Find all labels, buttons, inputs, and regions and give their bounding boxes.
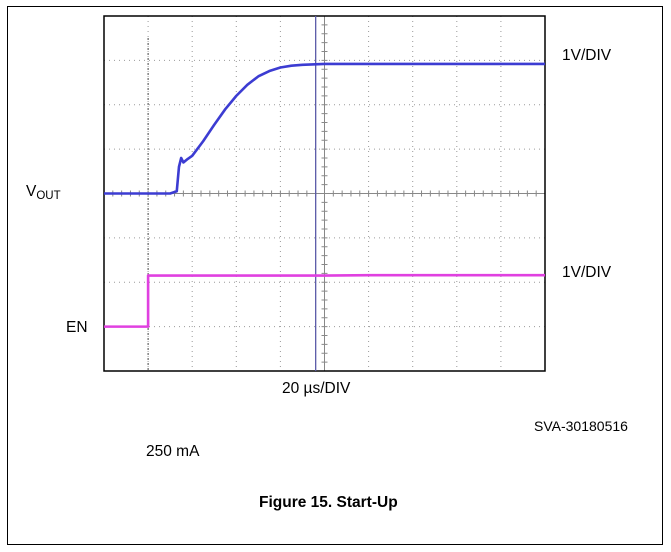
en-channel-label: EN (66, 319, 88, 336)
vout-trace (104, 62, 545, 195)
en-trace (104, 273, 545, 328)
en-scale-label: 1V/DIV (562, 264, 612, 281)
condition-label: 250 mA (146, 443, 200, 460)
figure-frame (7, 6, 663, 545)
figure-code: SVA-30180516 (534, 418, 628, 434)
figure-caption: Figure 15. Start-Up (259, 494, 398, 511)
x-axis-scale-label: 20 µs/DIV (282, 380, 351, 397)
vout-channel-label: VOUT (26, 183, 61, 202)
vout-scale-label: 1V/DIV (562, 47, 612, 64)
